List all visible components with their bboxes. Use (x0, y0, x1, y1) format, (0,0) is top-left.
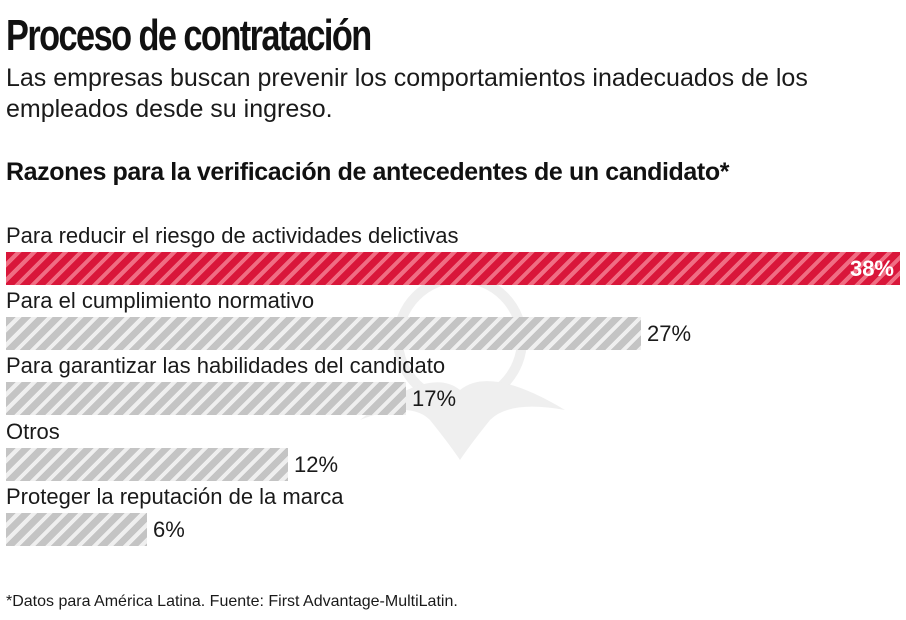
bar (6, 448, 288, 481)
bar (6, 252, 900, 285)
bar (6, 513, 147, 546)
bar (6, 317, 641, 350)
value-label: 6% (153, 517, 185, 542)
page-title: Proceso de contratación (6, 11, 372, 60)
bar (6, 382, 406, 415)
category-label: Para el cumplimiento normativo (6, 288, 315, 313)
category-label: Otros (6, 419, 60, 444)
footnote: *Datos para América Latina. Fuente: Firs… (6, 593, 458, 610)
chart-title: Razones para la verificación de antecede… (6, 158, 730, 186)
category-label: Para garantizar las habilidades del cand… (6, 353, 446, 378)
value-label: 12% (294, 452, 339, 477)
category-label: Proteger la reputación de la marca (6, 484, 344, 509)
value-label: 17% (412, 386, 457, 411)
category-label: Para reducir el riesgo de actividades de… (6, 223, 459, 248)
value-label: 38% (849, 256, 894, 281)
page-subtitle: Las empresas buscan prevenir los comport… (6, 64, 808, 123)
value-label: 27% (647, 321, 692, 346)
